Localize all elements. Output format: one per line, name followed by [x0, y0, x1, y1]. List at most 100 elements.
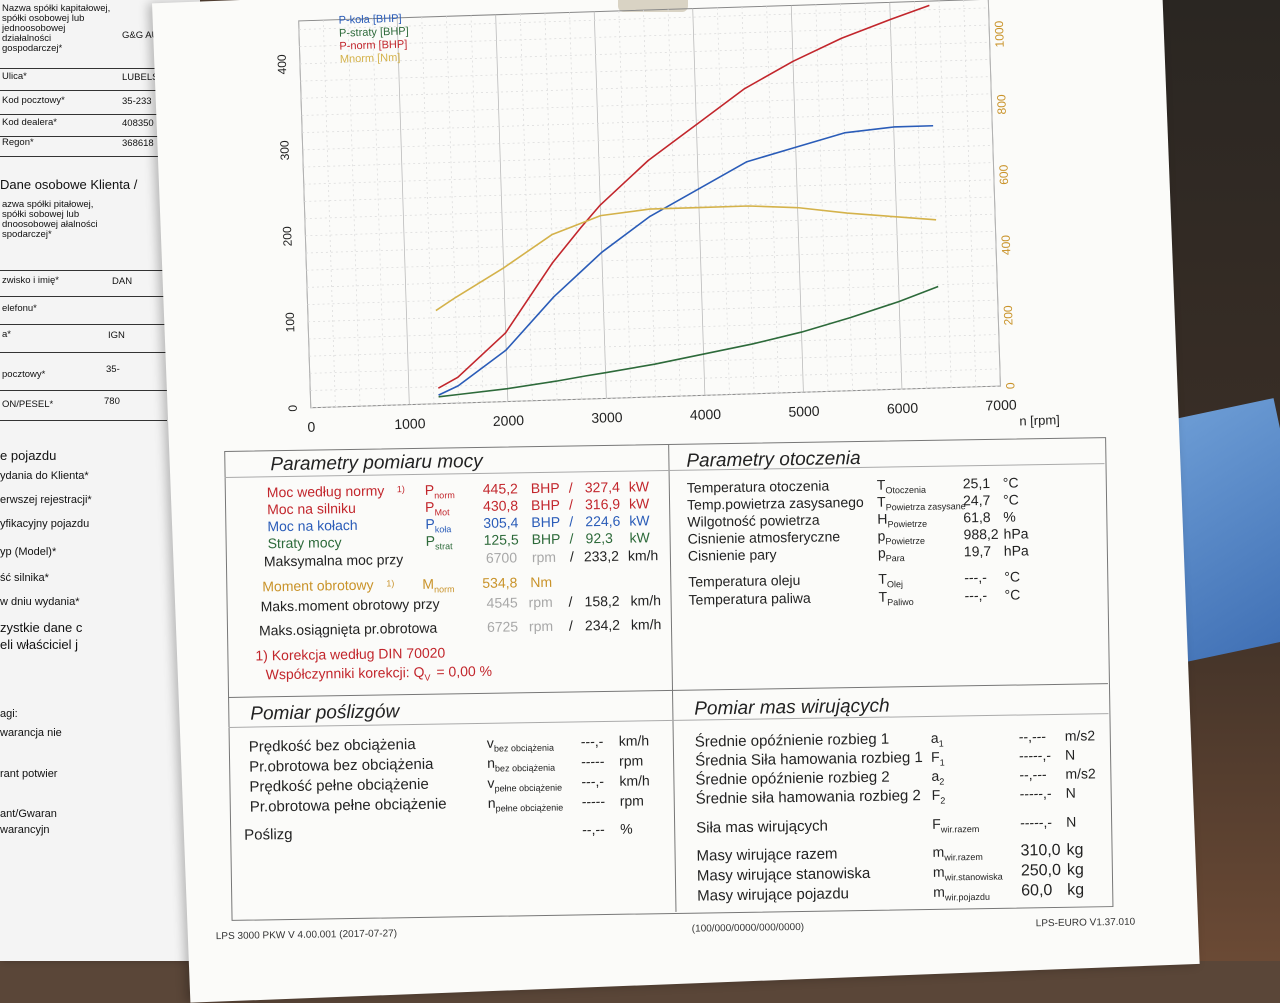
form-label: Ulica* [2, 71, 27, 82]
env-value: 61,8 [963, 508, 991, 526]
env-symbol: pPara [878, 544, 905, 564]
grid-line-y [310, 368, 1000, 391]
symbol-letter: m [932, 843, 945, 860]
legend-entry: Mnorm [Nm] [340, 52, 401, 66]
env-value: ---,- [964, 569, 987, 586]
form-label: ydania do Klienta* [0, 470, 89, 482]
slip-unit: km/h [619, 772, 650, 789]
form-value: LUBELS [122, 72, 159, 83]
env-value: 988,2 [963, 525, 999, 543]
mass-row-label: Średnie opóźnienie rozbieg 2 [695, 768, 890, 789]
symbol-subscript: 2 [940, 795, 946, 806]
symbol-subscript: pełne obciążenie [494, 782, 563, 794]
symbol-letter: m [932, 863, 945, 880]
footer-right: LPS-EURO V1.37.010 [1035, 916, 1136, 930]
y-left-tick-label: 0 [286, 404, 300, 411]
mass-row-label: Siła mas wirujących [696, 817, 829, 837]
grid-line-y [298, 7, 989, 30]
symbol-letter: M [422, 575, 435, 592]
x-tick-label: 2000 [493, 412, 525, 429]
env-row-label: Cisnienie pary [687, 546, 777, 564]
mass-value: -----,- [1019, 814, 1053, 831]
unit-bhp: BHP [530, 479, 560, 497]
symbol-subscript: bez obciążenia [493, 742, 555, 754]
env-row-label: Temp.powietrza zasysanego [686, 493, 864, 513]
max-power-speed: 233,2 [583, 547, 620, 565]
speed-unit: km/h [630, 616, 662, 633]
max-rpm-label: Maks.osiągnięta pr.obrotowa [258, 619, 438, 639]
separator: / [568, 479, 573, 496]
mass-symbol: a2 [931, 768, 944, 787]
chart-legend: P-koła [BHP]P-straty [BHP]P-norm [BHP]Mn… [338, 13, 409, 66]
max-rpm-rpm: 6725 [486, 618, 519, 635]
separator: / [569, 530, 574, 547]
power-row-label: Moc według normy [266, 482, 385, 501]
correction-note: 1) Korekcja według DIN 70020 [255, 644, 446, 664]
slip-value: ---,- [581, 773, 605, 790]
slip-panel-title: Pomiar poślizgów [250, 701, 400, 725]
mass-value: --,--- [1019, 766, 1047, 783]
symbol-letter: F [930, 748, 940, 765]
mass-value: 310,0 [1020, 841, 1061, 860]
y-right-tick-label: 0 [1003, 382, 1017, 389]
chart-grid [298, 0, 1001, 409]
mass-unit: kg [1066, 861, 1084, 879]
slip-unit: rpm [619, 792, 644, 809]
symbol-letter: T [876, 493, 886, 510]
mass-symbol: F2 [932, 787, 946, 806]
mass-row-label: Średnie opóźnienie rozbieg 1 [694, 730, 890, 751]
grid-line-y [305, 213, 996, 237]
series-line [438, 124, 934, 396]
power-value-kw: 327,4 [584, 478, 620, 496]
grid-line-y [302, 127, 993, 151]
slip-unit: % [620, 820, 633, 837]
correction-factor-label: Współczynniki korekcji: Q [265, 663, 425, 683]
symbol-subscript: wir.stanowiska [944, 871, 1003, 883]
form-label: azwa spółki pitałowej, spółki sobowej lu… [2, 199, 98, 240]
grid-line-x [495, 14, 509, 402]
env-symbol: TPaliwo [878, 588, 913, 608]
footnote-marker: 1) [386, 578, 395, 589]
legend-entry: P-norm [BHP] [339, 39, 407, 53]
mass-unit: m/s2 [1065, 765, 1096, 782]
mass-value: 60,0 [1021, 882, 1053, 900]
grid-line-y [308, 316, 999, 340]
x-tick-label: 4000 [690, 406, 722, 423]
form-row: Nazwa spółki kapitałowej, spółki osobowe… [0, 0, 167, 69]
series-line [438, 285, 939, 398]
unit-kw: kW [629, 529, 650, 546]
grid-line-x [692, 8, 706, 396]
grid-line-y [303, 144, 993, 168]
y-right-tick-label: 400 [999, 235, 1014, 256]
separator: / [568, 593, 573, 610]
form-label: pocztowy* [2, 369, 46, 380]
y-right-tick-label: 200 [1001, 305, 1016, 326]
mass-row-label: Masy wirujące stanowiska [696, 864, 871, 885]
grid-line-y [301, 93, 992, 116]
report-page: 0 1000 2000 3000 4000 5000 6000 7000 n [rpm] 0 100… [216, 0, 1136, 942]
unit-kw: kW [629, 512, 650, 529]
x-tick-label: 5000 [788, 403, 820, 420]
symbol-letter: F [931, 786, 941, 803]
slip-value: ---,- [580, 733, 604, 750]
x-axis-label: n [rpm] [1019, 412, 1060, 428]
unit-bhp: BHP [531, 530, 561, 548]
env-row-label: Temperatura otoczenia [686, 477, 830, 496]
separator: / [569, 548, 574, 565]
grid-line-x [987, 0, 1001, 387]
form-row: Kod pocztowy* 35-233 [0, 92, 167, 115]
legend-entry: P-straty [BHP] [339, 25, 409, 39]
mass-symbol: mwir.stanowiska [933, 863, 1003, 883]
form-row: Regon* 368618 [0, 134, 167, 157]
grid-line-y [309, 334, 999, 357]
env-unit: °C [1004, 586, 1021, 603]
form-value: IGN [108, 330, 125, 341]
env-value: 24,7 [962, 491, 991, 509]
grid-line-y [306, 265, 997, 288]
note-text: ant/Gwaran [0, 808, 57, 820]
separator: / [568, 617, 573, 634]
slip-unit: km/h [618, 732, 650, 749]
slip-value: ----- [581, 793, 606, 810]
form-value: 368618 [122, 138, 154, 149]
form-row: pocztowy* 35- [0, 360, 167, 391]
